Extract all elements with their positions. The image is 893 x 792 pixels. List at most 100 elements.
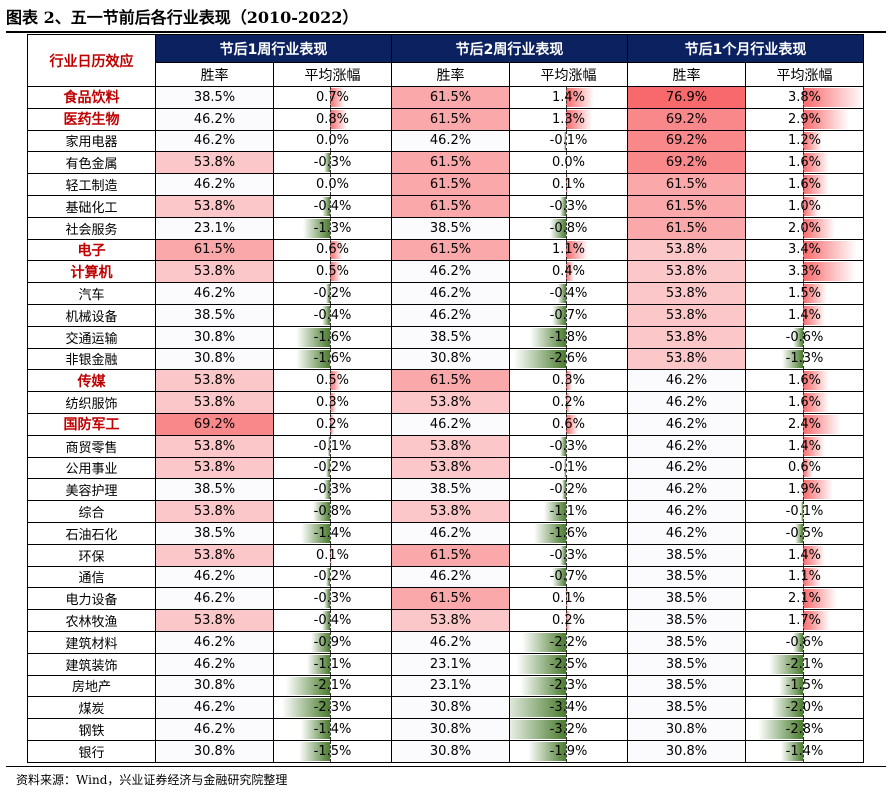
avg-change-value: -0.4%	[313, 613, 352, 629]
cell-week2-rate: 46.2%	[391, 260, 510, 284]
cell-week1-rate: 46.2%	[155, 107, 274, 131]
win-rate-value: 61.5%	[429, 155, 472, 171]
industry-name: 交通运输	[27, 325, 156, 349]
avg-change-value: 0.1%	[315, 547, 350, 563]
win-rate-value: 53.8%	[193, 264, 236, 280]
avg-change-value: 1.1%	[551, 242, 586, 258]
cell-week2-change: -0.7%	[509, 303, 628, 327]
avg-change-value: 1.6%	[787, 177, 822, 193]
cell-week2-change: 0.1%	[509, 173, 628, 196]
win-rate-value: 53.8%	[429, 460, 472, 476]
cell-week2-change: -2.3%	[509, 674, 628, 698]
avg-change-value: 3.4%	[787, 242, 822, 258]
zero-axis-line	[330, 741, 331, 762]
cell-month1-change: -1.3%	[745, 347, 864, 371]
cell-month1-rate: 30.8%	[627, 739, 746, 763]
win-rate-value: 30.8%	[193, 678, 236, 694]
negative-data-bar	[296, 349, 330, 369]
zero-axis-line	[330, 632, 331, 653]
win-rate-value: 38.5%	[193, 89, 236, 105]
bottom-rule	[6, 766, 886, 767]
industry-name: 非银金融	[27, 347, 156, 371]
zero-axis-line	[566, 305, 567, 326]
avg-change-value: -0.2%	[313, 460, 352, 476]
industry-name: 纺织服饰	[27, 391, 156, 414]
cell-week1-rate: 53.8%	[155, 434, 274, 458]
table-row: 计算机 53.8% 0.5% 46.2% 0.4% 53.8% 3.3%	[27, 260, 864, 284]
avg-change-value: 0.6%	[787, 460, 822, 476]
negative-data-bar	[552, 305, 566, 325]
avg-change-value: -2.1%	[313, 678, 352, 694]
zero-axis-line	[566, 676, 567, 696]
cell-week1-change: -2.1%	[273, 674, 392, 698]
cell-month1-change: -0.1%	[745, 500, 864, 523]
sub-header-week2-change: 平均涨幅	[509, 62, 628, 87]
cell-week2-rate: 61.5%	[391, 194, 510, 218]
zero-axis-line	[330, 305, 331, 326]
cell-month1-rate: 46.2%	[627, 456, 746, 480]
cell-month1-rate: 38.5%	[627, 587, 746, 611]
industry-name: 农林牧渔	[27, 609, 156, 632]
win-rate-value: 30.8%	[429, 722, 472, 737]
negative-data-bar	[560, 436, 566, 456]
win-rate-value: 61.5%	[429, 373, 472, 389]
win-rate-value: 53.8%	[429, 395, 472, 411]
win-rate-value: 53.8%	[665, 351, 708, 367]
negative-data-bar	[327, 436, 330, 456]
cell-week1-change: 0.0%	[273, 129, 392, 153]
zero-axis-line	[566, 458, 567, 478]
avg-change-value: -0.3%	[313, 591, 352, 607]
industry-name: 食品饮料	[27, 86, 156, 109]
zero-axis-line	[330, 261, 331, 282]
zero-axis-line	[330, 218, 331, 239]
win-rate-value: 30.8%	[665, 722, 708, 737]
zero-axis-line	[330, 131, 331, 151]
win-rate-value: 46.2%	[665, 525, 708, 541]
negative-data-bar	[323, 589, 330, 609]
table-row: 汽车 46.2% -0.2% 46.2% -0.4% 53.8% 1.5%	[27, 282, 864, 305]
table-row: 社会服务 23.1% -1.3% 38.5% -0.8% 61.5% 2.0%	[27, 216, 864, 240]
zero-axis-line	[803, 610, 804, 631]
zero-axis-line	[566, 567, 567, 587]
avg-change-value: -1.6%	[313, 351, 352, 367]
win-rate-value: 30.8%	[665, 743, 708, 759]
zero-axis-line	[330, 479, 331, 500]
cell-week1-change: 0.5%	[273, 369, 392, 393]
cell-week1-rate: 38.5%	[155, 478, 274, 502]
cell-week1-rate: 46.2%	[155, 630, 274, 654]
positive-data-bar	[803, 153, 829, 173]
zero-axis-line	[803, 414, 804, 435]
cell-week1-rate: 53.8%	[155, 391, 274, 414]
industry-name: 传媒	[27, 369, 156, 393]
zero-axis-line	[803, 545, 804, 566]
cell-week2-rate: 46.2%	[391, 565, 510, 589]
zero-axis-line	[566, 697, 567, 718]
cell-month1-rate: 46.2%	[627, 369, 746, 393]
avg-change-value: -0.1%	[313, 438, 352, 454]
zero-axis-line	[803, 719, 804, 740]
industry-name: 社会服务	[27, 216, 156, 240]
table-row: 环保 53.8% 0.1% 61.5% -0.3% 38.5% 1.4%	[27, 543, 864, 567]
cell-month1-change: 3.8%	[745, 86, 864, 109]
win-rate-value: 38.5%	[665, 613, 708, 629]
positive-data-bar	[330, 545, 333, 565]
win-rate-value: 46.2%	[193, 111, 236, 127]
table-row: 电力设备 46.2% -0.3% 61.5% 0.1% 38.5% 2.1%	[27, 587, 864, 611]
zero-axis-line	[566, 327, 567, 348]
cell-week1-rate: 30.8%	[155, 325, 274, 349]
avg-change-value: -0.2%	[313, 286, 352, 302]
cell-week1-rate: 46.2%	[155, 587, 274, 611]
cell-month1-change: -2.0%	[745, 696, 864, 720]
avg-change-value: 0.6%	[551, 416, 586, 432]
cell-week2-rate: 53.8%	[391, 500, 510, 523]
positive-data-bar	[803, 196, 819, 216]
win-rate-value: 53.8%	[665, 286, 708, 302]
negative-data-bar	[325, 458, 330, 478]
win-rate-value: 46.2%	[193, 656, 236, 672]
cell-week1-rate: 46.2%	[155, 129, 274, 153]
cell-month1-change: 2.9%	[745, 107, 864, 131]
cell-month1-rate: 46.2%	[627, 521, 746, 545]
zero-axis-line	[803, 349, 804, 369]
win-rate-value: 30.8%	[193, 743, 236, 759]
cell-week1-rate: 38.5%	[155, 303, 274, 327]
